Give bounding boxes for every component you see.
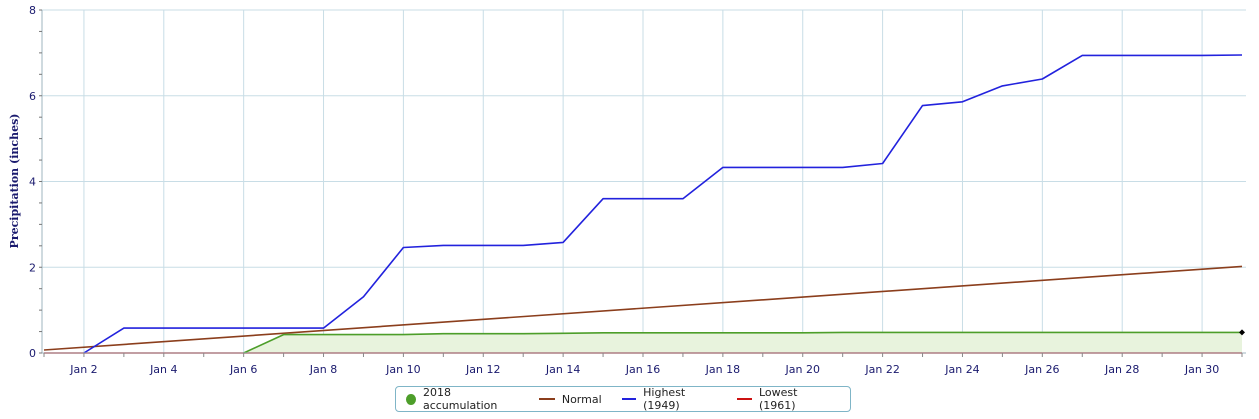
y-tick-label: 2: [29, 261, 36, 274]
legend-line-icon: [538, 398, 555, 400]
x-tick-label: Jan 22: [864, 363, 899, 376]
x-tick-label: Jan 14: [545, 363, 580, 376]
legend-line-icon: [737, 398, 752, 400]
legend-item-highest[interactable]: Highest (1949): [621, 386, 718, 412]
area-fill-2018-accumulation: [243, 332, 1242, 353]
legend-label: Highest (1949): [643, 386, 686, 412]
x-tick-label: Jan 20: [785, 363, 820, 376]
y-axis: 0 2 4 6 8: [29, 4, 43, 360]
grid-layer: [42, 9, 1246, 354]
legend-item-normal[interactable]: Normal: [538, 392, 602, 406]
x-tick-label: Jan 24: [944, 363, 979, 376]
legend-line-icon: [621, 398, 637, 400]
area-layer: [243, 332, 1242, 353]
x-tick-label: Jan 8: [309, 363, 337, 376]
x-tick-label: Jan 4: [149, 363, 177, 376]
series-layer: [43, 54, 1246, 354]
y-tick-label: 8: [29, 4, 36, 17]
x-tick-label: Jan 30: [1184, 363, 1219, 376]
series-line-highest-1949[interactable]: [83, 54, 1243, 354]
x-tick-label: Jan 2: [69, 363, 97, 376]
x-tick-label: Jan 12: [465, 363, 500, 376]
y-tick-label: 4: [29, 176, 36, 189]
y-tick-label: 0: [29, 347, 36, 360]
x-axis: Jan 2 Jan 4 Jan 6 Jan 8 Jan 10 Jan 12 Jan 14 Ja…: [42, 352, 1246, 376]
x-tick-label: Jan 28: [1104, 363, 1139, 376]
x-tick-label: Jan 16: [625, 363, 660, 376]
x-tick-label: Jan 6: [229, 363, 257, 376]
series-line-2018-accumulation[interactable]: [243, 331, 1242, 354]
legend-item-lowest[interactable]: Lowest (1961): [737, 386, 830, 412]
legend-label: 2018 accumulation: [422, 386, 498, 412]
y-tick-label: 6: [29, 90, 36, 103]
x-tick-label: Jan 10: [385, 363, 420, 376]
legend-label: Normal: [561, 392, 602, 406]
x-tick-label: Jan 18: [705, 363, 740, 376]
legend-label: Lowest (1961): [758, 386, 798, 412]
chart-legend: 2018 accumulation Normal Highest (1949) …: [395, 386, 851, 412]
x-tick-label: Jan 26: [1024, 363, 1059, 376]
legend-dot-icon: [406, 393, 416, 405]
y-axis-label: Precipitation (inches): [8, 114, 21, 249]
end-marker[interactable]: [1239, 329, 1246, 336]
series-line-normal[interactable]: [43, 265, 1243, 351]
legend-item-2018-accumulation[interactable]: 2018 accumulation: [406, 386, 519, 412]
